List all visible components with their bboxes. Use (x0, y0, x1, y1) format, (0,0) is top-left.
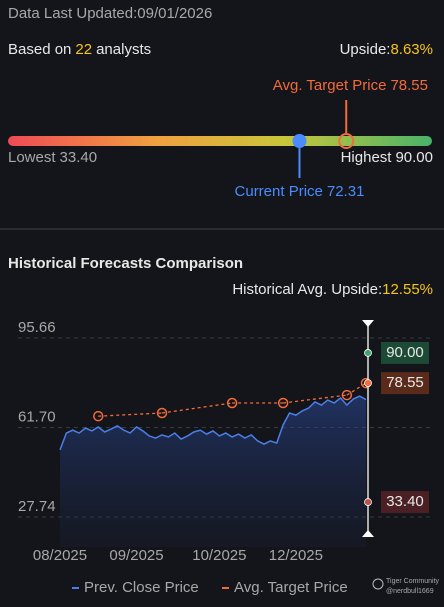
range-bottom (362, 530, 374, 537)
updated-label: Data Last Updated: (8, 5, 137, 22)
range-dot (364, 349, 372, 357)
target-segment (161, 402, 233, 414)
x-tick-label: 12/2025 (269, 547, 323, 564)
current-marker (292, 134, 307, 148)
y-tick-label: 27.74 (18, 498, 56, 515)
avg-target-text: Avg. Target Price (273, 77, 387, 94)
target-segment (98, 412, 163, 417)
target-point (156, 407, 168, 419)
updated: Data Last Updated:09/01/2026 (8, 5, 212, 22)
watermark-brand: Tiger Community (386, 578, 440, 585)
lowest: Lowest 33.40 (8, 149, 97, 166)
y-tick-label: 95.66 (18, 319, 56, 336)
legend-label: Avg. Target Price (234, 579, 348, 596)
x-tick-label: 09/2025 (109, 547, 163, 564)
target-point (277, 397, 289, 409)
upside-value: 8.63% (390, 41, 433, 58)
upside-label: Upside: (340, 41, 391, 58)
highest-value: 90.00 (395, 149, 433, 166)
avg-target-marker (338, 133, 355, 149)
based-on: Based on (8, 41, 71, 58)
watermark-logo (372, 578, 384, 590)
x-tick-label: 08/2025 (33, 547, 87, 564)
current-label: Current Price 72.31 (235, 183, 365, 200)
target-point (341, 389, 353, 401)
target-point (226, 397, 238, 409)
target-segment (346, 382, 367, 396)
highest-label: Highest (341, 149, 393, 166)
upside: Upside:8.63% (340, 41, 433, 58)
range-box (381, 341, 429, 364)
current-text: Current Price (235, 183, 323, 200)
hist-upside: Historical Avg. Upside:12.55% (232, 281, 433, 298)
analysts: Based on 22 analysts (8, 41, 151, 58)
range-top (362, 320, 374, 327)
range-label: 90.00 (386, 344, 424, 361)
gauge-bar (8, 136, 432, 146)
range-dot (364, 379, 372, 387)
lowest-value: 33.40 (60, 149, 98, 166)
range-box (381, 491, 429, 514)
legend-label: Prev. Close Price (84, 579, 199, 596)
y-tick-label: 61.70 (18, 408, 56, 425)
updated-date: 09/01/2026 (137, 5, 212, 22)
close-line (59, 395, 367, 451)
range-label: 33.40 (386, 493, 424, 510)
analysts-word: analysts (96, 41, 151, 58)
chart-title: Historical Forecasts Comparison (8, 255, 243, 272)
watermark: Tiger Community @nerdbull1669 (372, 578, 440, 595)
target-segment (283, 394, 347, 404)
target-point (93, 410, 104, 422)
hist-upside-value: 12.55% (382, 281, 433, 298)
avg-target-label: Avg. Target Price 78.55 (273, 77, 428, 94)
area (60, 396, 366, 547)
range-dot (364, 498, 372, 506)
x-tick-label: 10/2025 (192, 547, 246, 564)
range-box (381, 372, 429, 395)
hist-upside-label: Historical Avg. Upside: (232, 281, 382, 298)
avg-target-value: 78.55 (390, 77, 428, 94)
highest: Highest 90.00 (341, 149, 433, 166)
range-label: 78.55 (386, 374, 424, 391)
watermark-user: @nerdbull1669 (386, 588, 434, 595)
current-value: 72.31 (327, 183, 365, 200)
analyst-count: 22 (75, 41, 92, 58)
lowest-label: Lowest (8, 149, 56, 166)
